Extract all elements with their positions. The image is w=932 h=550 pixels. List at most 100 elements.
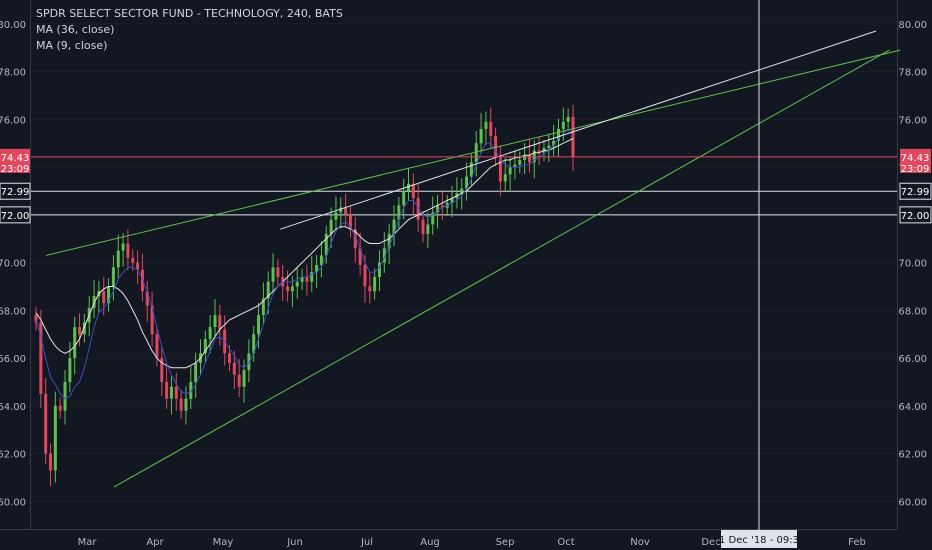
- y-tick-label-right: 70.00: [898, 259, 927, 270]
- y-tick-label-left: 62.00: [0, 450, 26, 461]
- candle-body: [68, 358, 72, 382]
- y-tick-label-left: 60.00: [0, 497, 26, 508]
- candle-body: [397, 205, 401, 220]
- ma36-line: [35, 138, 574, 369]
- candle-body: [78, 327, 82, 335]
- last-price-tag-left: [0, 148, 30, 173]
- candle-body: [387, 233, 391, 249]
- candle-body: [566, 116, 570, 122]
- candle-body: [460, 188, 464, 194]
- candle-body: [450, 198, 454, 203]
- candle-body: [503, 174, 507, 182]
- y-tick-label-right: 60.00: [898, 497, 927, 508]
- legend-ma9: MA (9, close): [36, 39, 108, 52]
- candle-body: [107, 286, 111, 304]
- x-tick-label: Dec: [701, 537, 720, 548]
- candle-body: [203, 339, 207, 354]
- candle-body: [116, 250, 120, 268]
- candle-body: [552, 140, 556, 146]
- candle-body: [111, 267, 115, 287]
- candle-body: [523, 155, 527, 160]
- candle-body: [527, 155, 531, 163]
- y-tick-label-left: 80.00: [0, 20, 26, 31]
- candle-body: [271, 267, 275, 282]
- candle-body: [286, 286, 290, 292]
- candle-body: [218, 315, 222, 330]
- y-tick-label-right: 62.00: [898, 450, 927, 461]
- trendline: [113, 49, 890, 488]
- candle-body: [44, 393, 48, 454]
- candle-body: [416, 198, 420, 220]
- countdown-label-left: 23:09: [1, 164, 30, 175]
- candle-body: [145, 291, 149, 306]
- crosshair-time-label: 21 Dec '18 - 09:30: [713, 535, 806, 546]
- candle-body: [421, 219, 425, 234]
- candle-body: [184, 398, 188, 411]
- horizontal-level-tag-left: [0, 182, 31, 200]
- last-price-label-left: 74.43: [1, 153, 30, 164]
- candle-body: [305, 276, 309, 282]
- candle-body: [49, 453, 53, 471]
- x-tick-label: Nov: [630, 537, 650, 548]
- horizontal-level-label-right: 72.99: [901, 187, 930, 198]
- y-tick-label-left: 76.00: [0, 115, 26, 126]
- candle-body: [407, 183, 411, 191]
- candle-body: [440, 205, 444, 208]
- x-tick-label: Mar: [78, 537, 98, 548]
- candle-body: [489, 121, 493, 137]
- candle-body: [392, 219, 396, 234]
- candle-body: [121, 243, 125, 251]
- trendline: [45, 49, 901, 256]
- candle-body: [165, 381, 169, 399]
- candle-body: [344, 207, 348, 215]
- candle-body: [310, 272, 314, 282]
- y-tick-label-left: 68.00: [0, 306, 26, 317]
- candle-body: [513, 164, 517, 168]
- candle-body: [126, 243, 130, 258]
- x-tick-label: May: [213, 537, 234, 548]
- y-tick-label-right: 78.00: [898, 68, 927, 79]
- y-tick-label-right: 80.00: [898, 20, 927, 31]
- horizontal-level-label-left: 72.00: [1, 211, 30, 222]
- crosshair-time-tag: [721, 530, 797, 548]
- candle-body: [247, 353, 251, 371]
- chart-title: SPDR SELECT SECTOR FUND - TECHNOLOGY, 24…: [36, 7, 343, 20]
- candle-body: [319, 255, 323, 265]
- x-tick-label: Feb: [848, 537, 866, 548]
- candle-body: [290, 286, 294, 292]
- candle-body: [426, 224, 430, 234]
- horizontal-level-tag-right: [899, 182, 932, 200]
- horizontal-level-tag-left: [0, 206, 31, 224]
- candle-body: [252, 334, 256, 354]
- candle-body: [402, 190, 406, 206]
- y-tick-label-right: 66.00: [898, 354, 927, 365]
- candle-body: [34, 315, 38, 323]
- candle-body: [537, 150, 541, 153]
- candle-body: [73, 327, 77, 359]
- candle-body: [484, 121, 488, 129]
- horizontal-level-label-right: 72.00: [901, 211, 930, 222]
- x-tick-label: Jul: [360, 537, 373, 548]
- y-tick-label-right: 76.00: [898, 115, 927, 126]
- candle-body: [324, 233, 328, 256]
- candle-body: [39, 322, 43, 394]
- y-tick-label-left: 78.00: [0, 68, 26, 79]
- candle-body: [348, 214, 352, 230]
- candle-body: [498, 157, 502, 182]
- candle-body: [431, 212, 435, 225]
- candle-body: [155, 334, 159, 359]
- y-tick-label-right: 64.00: [898, 402, 927, 413]
- candle-body: [377, 262, 381, 277]
- candle-body: [295, 281, 299, 287]
- candle-body: [494, 136, 498, 158]
- candle-body: [174, 386, 178, 399]
- candle-body: [363, 265, 367, 287]
- legend-ma36: MA (36, close): [36, 23, 115, 36]
- candle-body: [53, 405, 57, 471]
- candle-body: [373, 276, 377, 292]
- candle-body: [58, 405, 62, 411]
- candle-body: [368, 286, 372, 292]
- candle-body: [436, 205, 440, 213]
- x-tick-label: Jun: [286, 537, 303, 548]
